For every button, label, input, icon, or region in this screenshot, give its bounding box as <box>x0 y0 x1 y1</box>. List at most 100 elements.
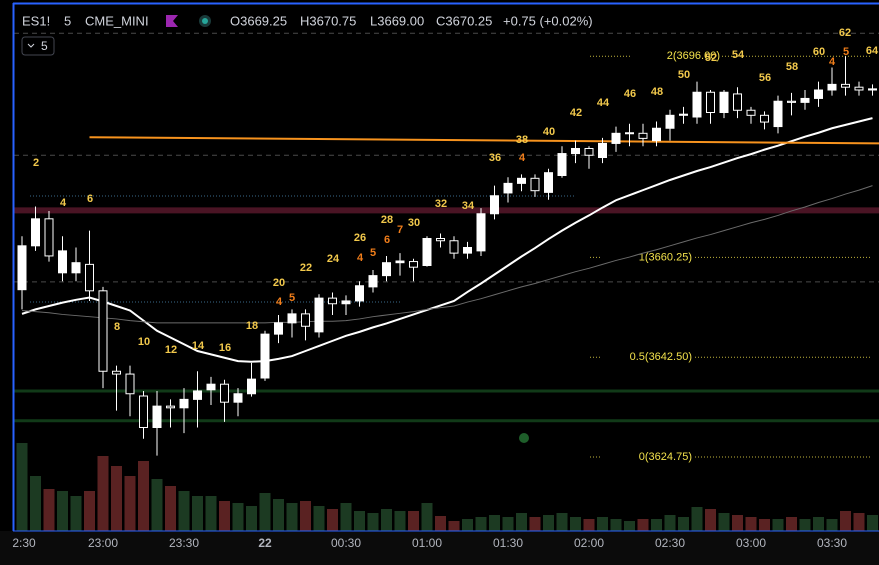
volume-bar <box>583 519 595 531</box>
volume-bar <box>30 476 41 531</box>
volume-bar <box>43 489 55 531</box>
volume-bar <box>313 506 325 531</box>
volume-bar <box>421 503 433 531</box>
candle-body <box>625 132 634 135</box>
candle-body <box>638 132 648 139</box>
candle-body <box>220 383 229 403</box>
exchange: CME_MINI <box>85 13 149 28</box>
candle-body <box>827 83 837 91</box>
candle-body <box>260 333 270 379</box>
count-label: 24 <box>327 253 340 265</box>
candle-body <box>868 88 877 91</box>
marker-icon <box>519 433 529 443</box>
volume-bar <box>840 511 851 531</box>
interval-button[interactable] <box>21 36 55 56</box>
candle-body <box>355 285 364 302</box>
candle-body <box>598 142 607 158</box>
candle-body <box>301 313 310 327</box>
volume-bar <box>475 517 487 531</box>
volume-bar <box>354 511 365 531</box>
count-label: 52 <box>705 52 717 64</box>
candle-body <box>382 262 391 277</box>
volume-bar <box>165 486 176 531</box>
count-label: 5 <box>843 46 849 58</box>
volume-bar <box>772 519 784 531</box>
count-label: 26 <box>354 232 366 244</box>
candle-body <box>17 245 27 291</box>
volume-bar <box>97 456 109 531</box>
volume-bar <box>678 517 689 531</box>
time-axis-bg <box>0 531 879 565</box>
flag-icon[interactable] <box>166 15 178 27</box>
ohlc-value: L3669.00 <box>370 13 424 28</box>
count-label: 2 <box>33 157 39 169</box>
candle-body <box>719 91 729 113</box>
volume-bar <box>70 496 82 531</box>
count-label: 5 <box>289 292 295 304</box>
count-label: 4 <box>519 152 526 164</box>
volume-bar <box>867 515 878 531</box>
candle-body <box>125 373 135 395</box>
candle-body <box>139 395 148 428</box>
volume-bar <box>556 513 568 531</box>
candle-body <box>409 261 418 268</box>
candle-body <box>368 275 378 288</box>
volume-bar <box>745 517 757 531</box>
x-tick-label: 01:00 <box>412 536 442 550</box>
fib-label-bg <box>602 350 694 365</box>
volume-bar <box>543 515 554 531</box>
volume-bar <box>691 507 703 531</box>
candle-body <box>814 89 823 99</box>
count-label: 12 <box>165 344 177 356</box>
count-label: 28 <box>381 214 393 226</box>
volume-bar <box>394 511 406 531</box>
candle-body <box>341 300 351 305</box>
volume-bar <box>232 503 244 531</box>
moving-average <box>21 117 873 363</box>
status-dot <box>202 18 208 24</box>
candle-body <box>571 148 580 155</box>
interval: 5 <box>64 13 71 28</box>
candle-body <box>854 86 864 91</box>
candle-body <box>530 177 540 192</box>
fib-label: 0(3624.75) <box>639 451 692 463</box>
count-label: 32 <box>435 198 447 210</box>
candle-body <box>85 263 94 292</box>
ohlc-value: +0.75 (+0.02%) <box>503 13 593 28</box>
count-label: 22 <box>300 262 312 274</box>
volume-bar <box>84 491 95 531</box>
count-label: 64 <box>866 45 879 57</box>
x-tick-label: 01:30 <box>493 536 523 550</box>
volume-bar <box>381 509 392 531</box>
candle-body <box>247 378 256 395</box>
volume-bar <box>813 517 824 531</box>
count-label: 36 <box>489 152 501 164</box>
candle-body <box>179 398 189 409</box>
candle-body <box>71 262 81 274</box>
count-label: 7 <box>397 224 403 236</box>
count-label: 4 <box>357 252 364 264</box>
count-label: 6 <box>384 234 390 246</box>
count-label: 18 <box>246 320 258 332</box>
count-label: 34 <box>462 200 475 212</box>
volume-bar <box>111 466 122 531</box>
candle-body <box>706 91 715 113</box>
count-label: 44 <box>597 97 610 109</box>
fib-label: 0.5(3642.50) <box>630 351 692 363</box>
count-label: 46 <box>624 88 636 100</box>
candle-body <box>112 370 121 375</box>
volume-bar <box>637 519 649 531</box>
candle-body <box>517 177 526 184</box>
fib-label-bg <box>630 49 722 64</box>
volume-bar <box>16 443 28 531</box>
count-label: 48 <box>651 86 663 98</box>
volume-bar <box>826 519 838 531</box>
volume-bar <box>597 517 608 531</box>
x-tick-label: 22 <box>258 536 272 550</box>
volume-bar <box>273 499 284 531</box>
volume-bar <box>138 461 149 531</box>
volume-bar <box>448 521 460 531</box>
count-label: 6 <box>87 193 93 205</box>
